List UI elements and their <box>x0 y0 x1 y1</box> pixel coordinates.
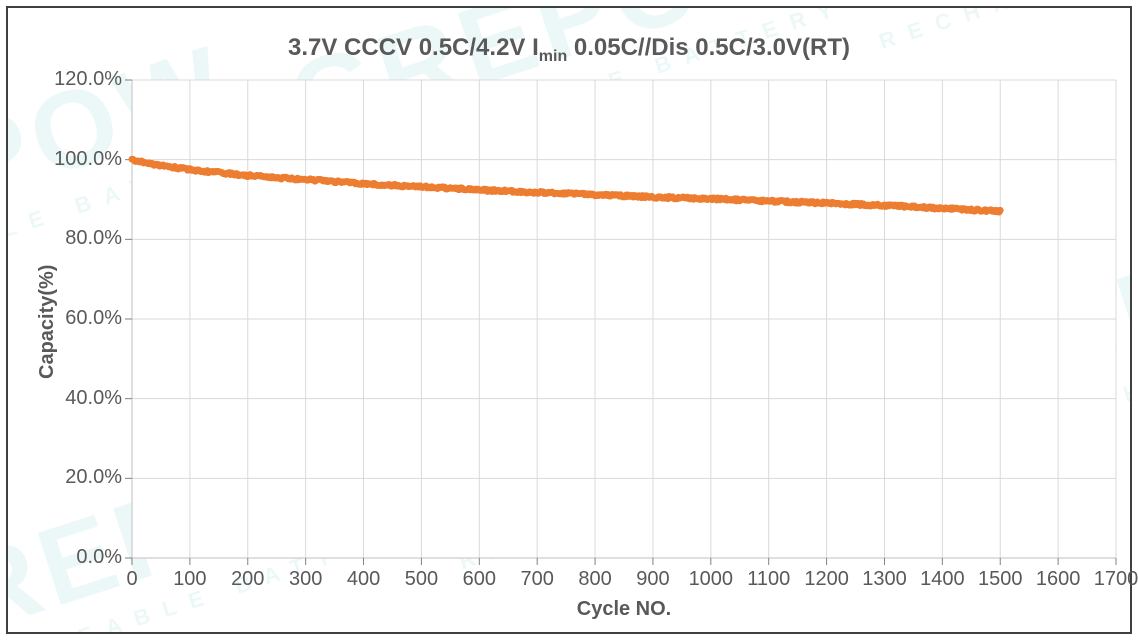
chart-area: 3.7V CCCV 0.5C/4.2V Imin 0.05C//Dis 0.5C… <box>18 18 1120 622</box>
chart-border: GREPOWRECHARGEABLE BATTERYGREPOWRECHARGE… <box>6 6 1132 634</box>
plot-svg <box>18 18 1120 622</box>
chart-frame: GREPOWRECHARGEABLE BATTERYGREPOWRECHARGE… <box>0 0 1138 640</box>
